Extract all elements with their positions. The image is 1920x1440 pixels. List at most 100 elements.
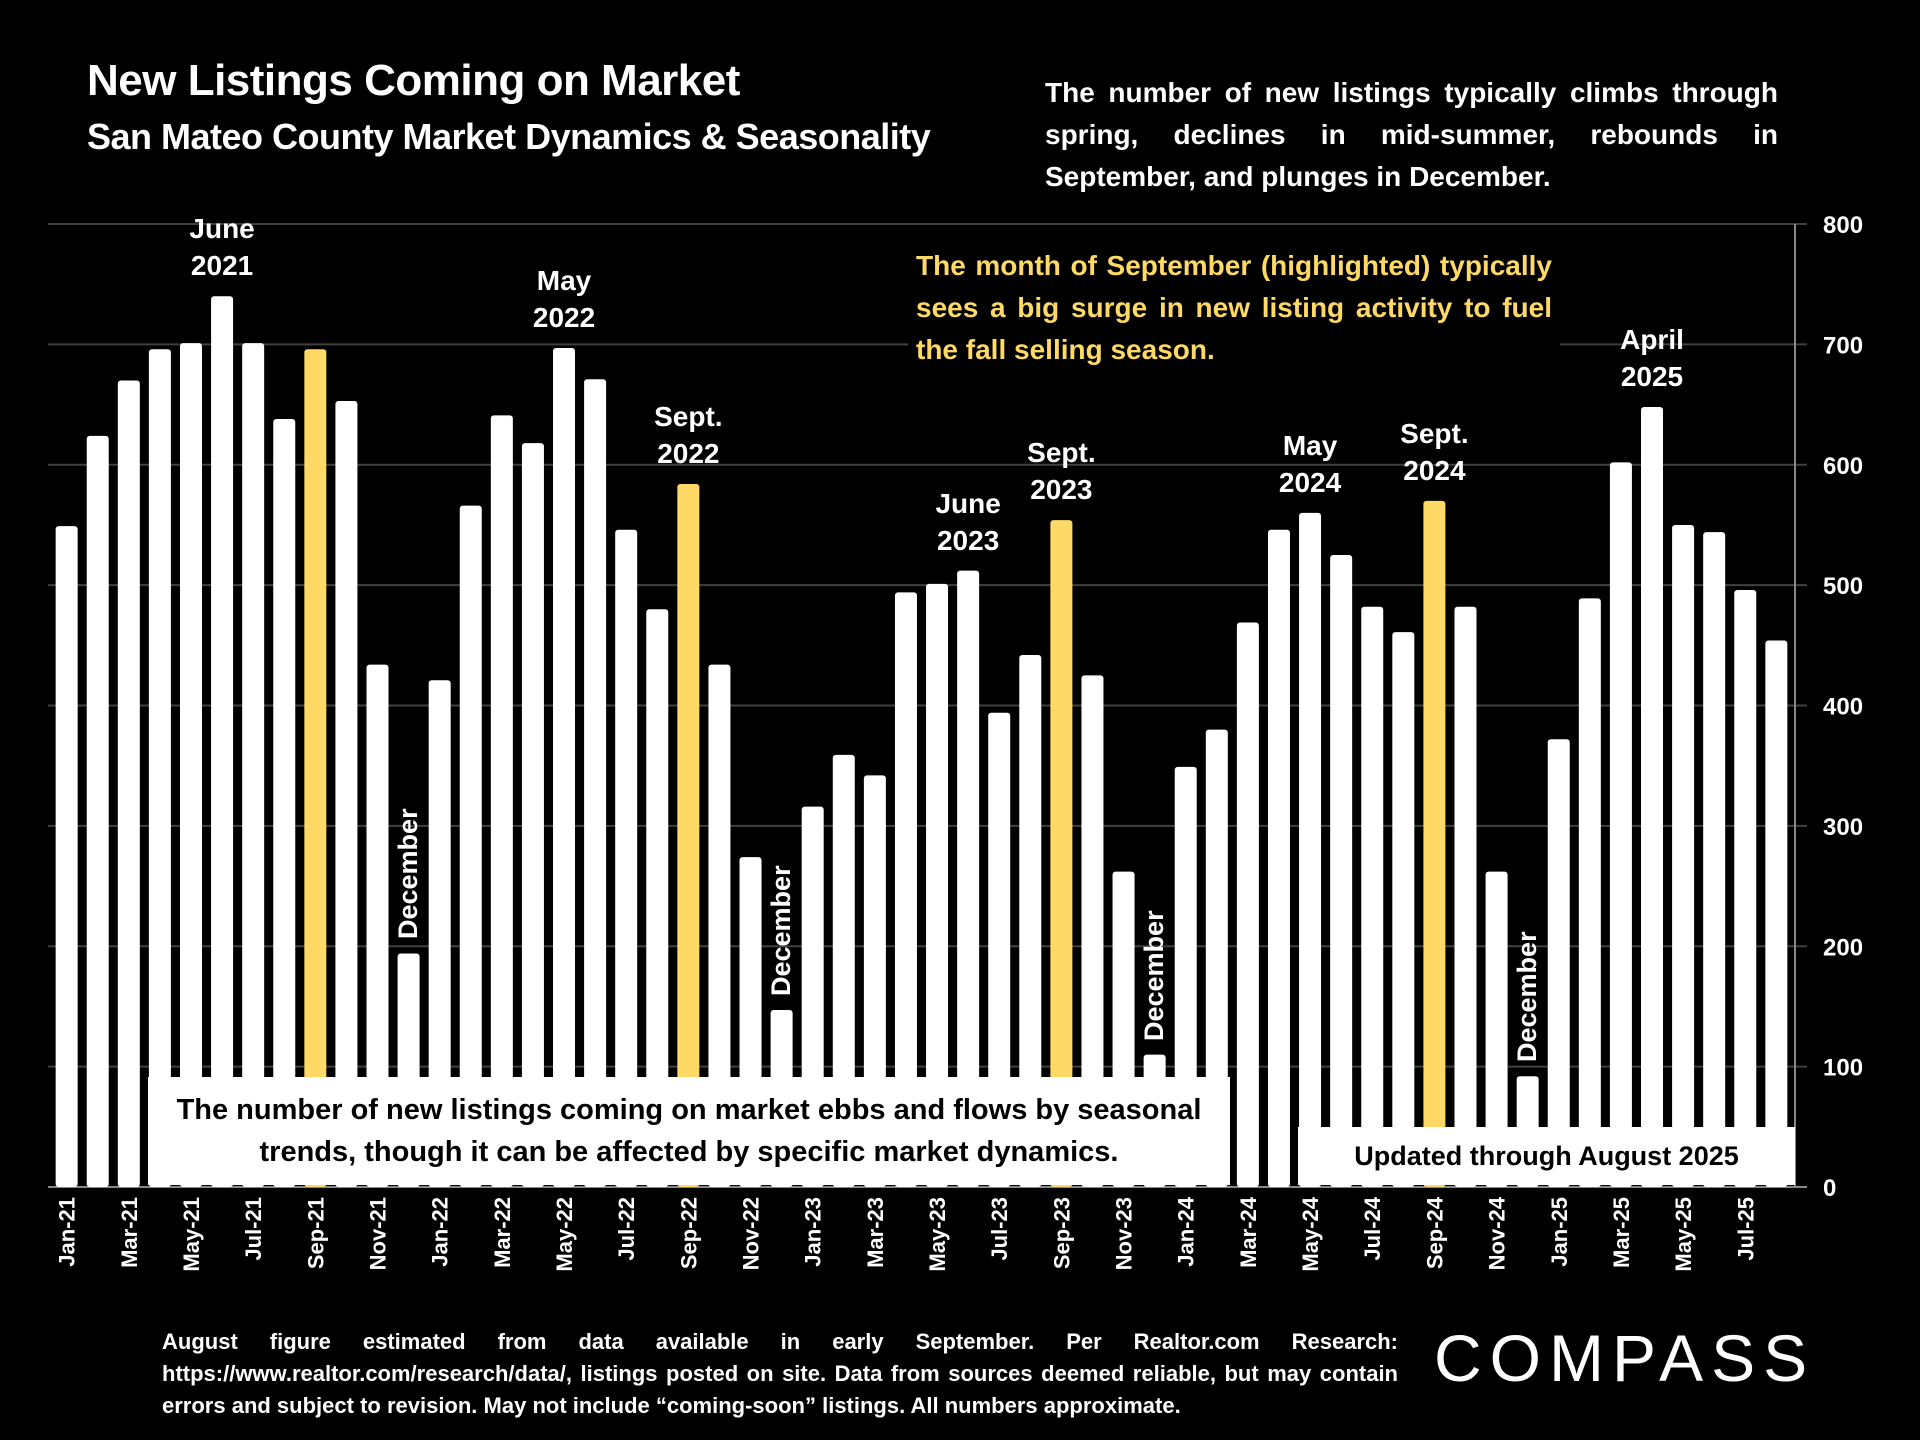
bar-May-22 [553, 347, 576, 1188]
december-label: December [765, 865, 796, 997]
x-tick-label: Jan-23 [801, 1197, 826, 1267]
x-tick-label: Jul-23 [987, 1197, 1012, 1261]
bar-Nov-21 [366, 664, 389, 1187]
bar-Jul-23 [988, 712, 1011, 1187]
bar-Oct-22 [708, 664, 731, 1187]
x-tick-label: Jan-21 [55, 1197, 80, 1267]
bar-Sep-22 [677, 484, 700, 1187]
description-text: The number of new listings typically cli… [1045, 77, 1778, 192]
peak-annotation: Sept. 2023 [1027, 434, 1095, 508]
bar-Oct-23 [1081, 675, 1104, 1187]
x-tick-label: May-23 [925, 1197, 950, 1272]
x-tick-label: Nov-21 [366, 1197, 391, 1270]
bar-Mar-25 [1609, 462, 1632, 1187]
bar-Aug-24 [1392, 632, 1415, 1187]
compass-logo: COMPASS [1434, 1321, 1816, 1395]
december-label: December [392, 808, 423, 940]
bar-Apr-24 [1267, 529, 1290, 1187]
annotation-line: June [189, 213, 255, 245]
bar-Jul-22 [615, 529, 638, 1187]
bar-May-25 [1672, 524, 1695, 1187]
x-tick-label: May-22 [552, 1197, 577, 1272]
x-tick-label: Jan-22 [428, 1197, 453, 1267]
x-tick-label: Sep-21 [303, 1197, 328, 1269]
y-tick-label: 100 [1823, 1055, 1863, 1082]
bar-Apr-25 [1641, 406, 1664, 1188]
x-tick-label: Mar-21 [117, 1197, 142, 1268]
annotation-line: 2025 [1620, 360, 1684, 392]
x-tick-label: Jul-24 [1360, 1196, 1385, 1260]
peak-annotation: June 2023 [935, 485, 1000, 559]
x-tick-label: Jan-25 [1547, 1197, 1572, 1267]
bar-Sep-24 [1423, 500, 1446, 1187]
peak-annotation: May 2022 [533, 262, 595, 336]
y-tick-label: 0 [1823, 1175, 1836, 1202]
footnote: August figure estimated from data availa… [162, 1329, 1398, 1418]
bar-May-21 [179, 343, 202, 1187]
bar-Jul-25 [1734, 589, 1757, 1187]
bar-Feb-21 [86, 435, 109, 1187]
bar-Aug-22 [646, 609, 669, 1187]
december-label: December [1138, 910, 1169, 1041]
annotation-line: May [536, 264, 592, 296]
x-tick-label: Jan-24 [1174, 1196, 1199, 1266]
y-tick-label: 800 [1823, 212, 1863, 239]
bar-May-24 [1299, 512, 1322, 1187]
december-label: December [1511, 931, 1542, 1063]
y-tick-label: 600 [1823, 453, 1863, 480]
bar-Jan-22 [428, 680, 451, 1187]
bar-Jan-25 [1547, 739, 1570, 1187]
annotation-line: 2023 [1030, 474, 1093, 506]
x-tick-label: Jul-25 [1733, 1197, 1758, 1261]
bar-Jul-24 [1361, 606, 1384, 1187]
bar-Jul-21 [242, 343, 265, 1187]
bar-Mar-22 [490, 415, 513, 1187]
annotation-line: 2024 [1403, 454, 1466, 486]
bar-Mar-24 [1236, 622, 1259, 1187]
bar-Mar-21 [117, 380, 140, 1187]
bar-May-23 [926, 583, 949, 1187]
annotation-line: June [935, 487, 1001, 519]
bar-Sep-23 [1050, 520, 1073, 1187]
annotation-line: 2022 [532, 301, 596, 333]
x-tick-label: Mar-24 [1236, 1196, 1261, 1268]
updated-through-box: Updated through August 2025 [1298, 1127, 1795, 1185]
x-tick-label: Mar-23 [863, 1197, 888, 1268]
peak-annotation: April 2025 [1620, 321, 1684, 395]
annotation-line: 2022 [657, 438, 720, 469]
bar-Oct-21 [335, 400, 358, 1187]
x-tick-label: Jul-21 [241, 1197, 266, 1261]
bar-Oct-24 [1454, 606, 1477, 1187]
peak-annotation: May 2024 [1279, 427, 1341, 501]
bar-Feb-25 [1578, 598, 1601, 1187]
bar-Feb-22 [459, 505, 482, 1187]
y-tick-label: 500 [1823, 573, 1863, 600]
bar-Apr-22 [521, 443, 544, 1187]
bar-Jun-21 [211, 296, 234, 1188]
annotation-line: April [1620, 323, 1684, 355]
bar-Jan-21 [55, 526, 78, 1187]
x-tick-label: Sep-22 [676, 1197, 701, 1269]
annotation-line: May [1282, 429, 1338, 461]
x-tick-label: May-24 [1298, 1196, 1323, 1271]
bar-Jun-24 [1330, 555, 1353, 1187]
y-tick-label: 700 [1823, 332, 1863, 359]
y-tick-label: 400 [1823, 694, 1863, 721]
x-tick-label: Sep-23 [1049, 1197, 1074, 1269]
y-tick-label: 300 [1823, 814, 1863, 841]
bar-Aug-23 [1019, 654, 1042, 1187]
x-tick-label: Nov-24 [1485, 1196, 1510, 1270]
september-callout: The month of September (highlighted) typ… [908, 245, 1560, 371]
bar-Sep-21 [304, 349, 327, 1187]
bar-Jun-25 [1703, 532, 1726, 1187]
annotation-line: Sept. [654, 401, 723, 432]
seasonal-note-box: The number of new listings coming on mar… [148, 1077, 1230, 1185]
x-tick-label: May-21 [179, 1197, 204, 1272]
x-tick-label: Mar-22 [490, 1197, 515, 1268]
x-tick-label: Mar-25 [1609, 1197, 1634, 1268]
chart-subtitle: San Mateo County Market Dynamics & Seaso… [87, 116, 931, 157]
x-tick-label: Nov-22 [739, 1197, 764, 1270]
x-tick-label: Sep-24 [1422, 1196, 1447, 1269]
x-tick-label: Nov-23 [1112, 1197, 1137, 1270]
